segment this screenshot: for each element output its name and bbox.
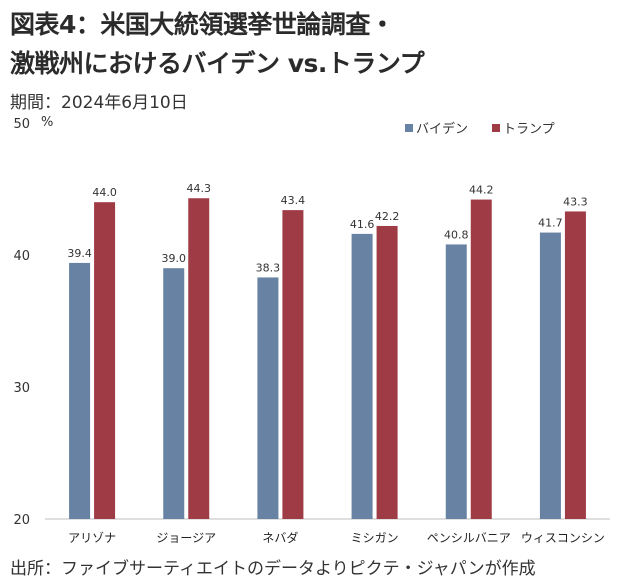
trump-bar	[188, 198, 210, 520]
y-tick-label: 50	[13, 117, 30, 132]
category-label: ウィスコンシン	[521, 531, 605, 545]
chart-title-line-2: 激戦州におけるバイデン vs.トランプ	[10, 49, 425, 78]
category-label: ジョージア	[156, 531, 216, 545]
category-label: ペンシルバニア	[427, 531, 511, 545]
data-label: 39.0	[162, 252, 187, 265]
data-label: 42.2	[375, 210, 400, 223]
category-label: ミシガン	[351, 531, 399, 545]
trump-bar	[564, 211, 586, 519]
data-label: 40.8	[444, 228, 469, 241]
biden-bar	[257, 277, 279, 519]
biden-bar	[445, 244, 467, 519]
trump-bar	[470, 199, 492, 519]
data-label: 43.4	[281, 194, 306, 207]
biden-bar	[351, 233, 373, 519]
trump-bar	[376, 225, 398, 519]
category-label: ネバダ	[262, 530, 298, 545]
biden-bar	[539, 232, 561, 519]
category-label: アリゾナ	[68, 531, 116, 545]
y-tick-label: 40	[13, 249, 30, 264]
data-label: 43.3	[563, 195, 588, 208]
trump-bar	[282, 210, 304, 519]
y-tick-label: 30	[13, 381, 30, 396]
y-tick-label: 20	[13, 513, 30, 528]
data-label: 38.3	[256, 261, 281, 274]
chart-title-line-1: 図表4：米国大統領選挙世論調査・	[10, 10, 395, 39]
data-label: 41.7	[538, 217, 563, 230]
y-unit-label: %	[41, 115, 53, 130]
data-label: 41.6	[350, 218, 375, 231]
data-label: 44.2	[469, 184, 494, 197]
trump-bar	[94, 202, 116, 519]
biden-bar	[69, 262, 91, 519]
legend-swatch	[492, 124, 500, 132]
data-label: 44.0	[92, 186, 117, 199]
data-label: 39.4	[67, 247, 92, 260]
legend-label: トランプ	[503, 122, 555, 137]
legend-label: バイデン	[416, 121, 468, 137]
chart-subtitle: 期間：2024年6月10日	[10, 93, 188, 113]
data-label: 44.3	[187, 182, 212, 195]
source-note: 出所：ファイブサーティエイトのデータよりピクテ・ジャパンが作成	[10, 559, 536, 579]
biden-bar	[163, 268, 185, 519]
legend-swatch	[405, 124, 413, 132]
